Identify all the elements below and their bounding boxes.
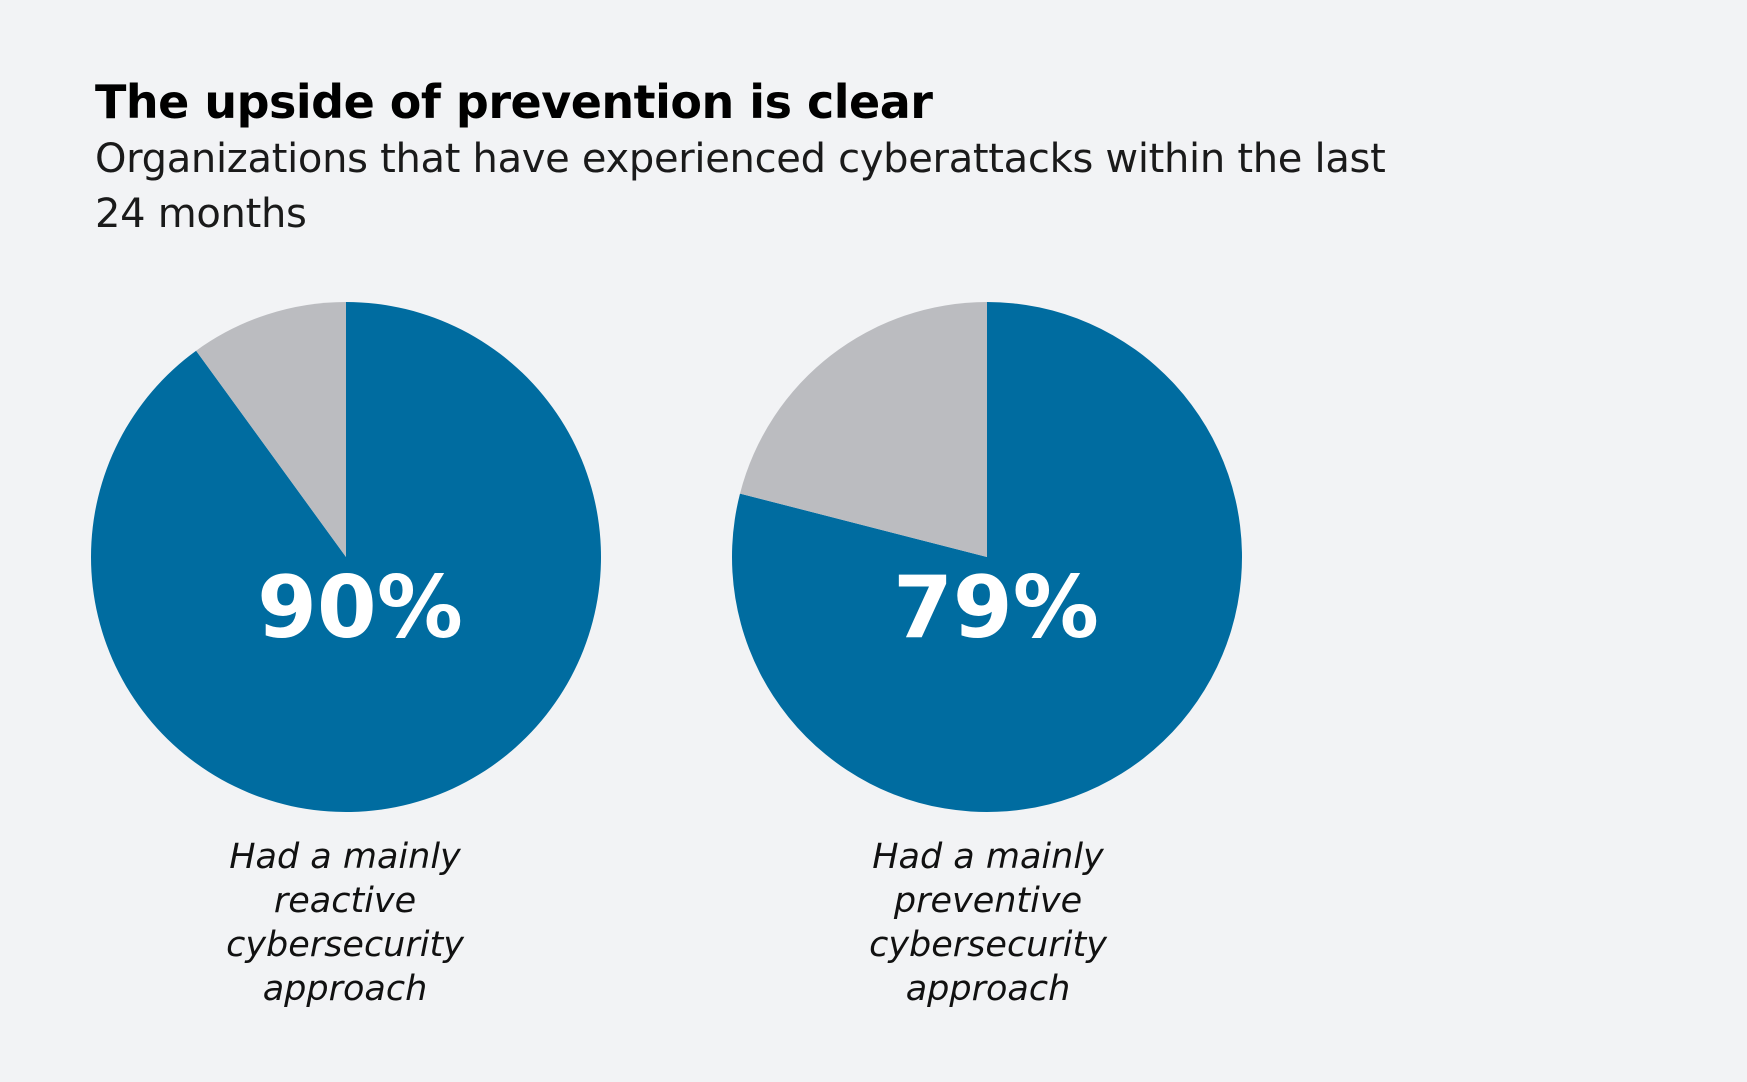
pie-slice-not-attacked-0 [196, 302, 346, 557]
pie-chart-preventive [731, 302, 1242, 813]
caption-reactive: Had a mainly reactive cybersecurity appr… [226, 837, 464, 1009]
chart-title: The upside of prevention is clear [95, 75, 933, 129]
pie-chart-reactive [90, 302, 602, 812]
pie-value-label-preventive: 79% [893, 558, 1099, 658]
chart-subtitle: Organizations that have experienced cybe… [95, 136, 1386, 237]
pie-slice-not-attacked-1 [740, 302, 987, 557]
caption-preventive: Had a mainly preventive cybersecurity ap… [869, 837, 1107, 1009]
pie-value-label-reactive: 90% [257, 558, 463, 658]
pie-slice-attacked-0 [90, 302, 602, 812]
